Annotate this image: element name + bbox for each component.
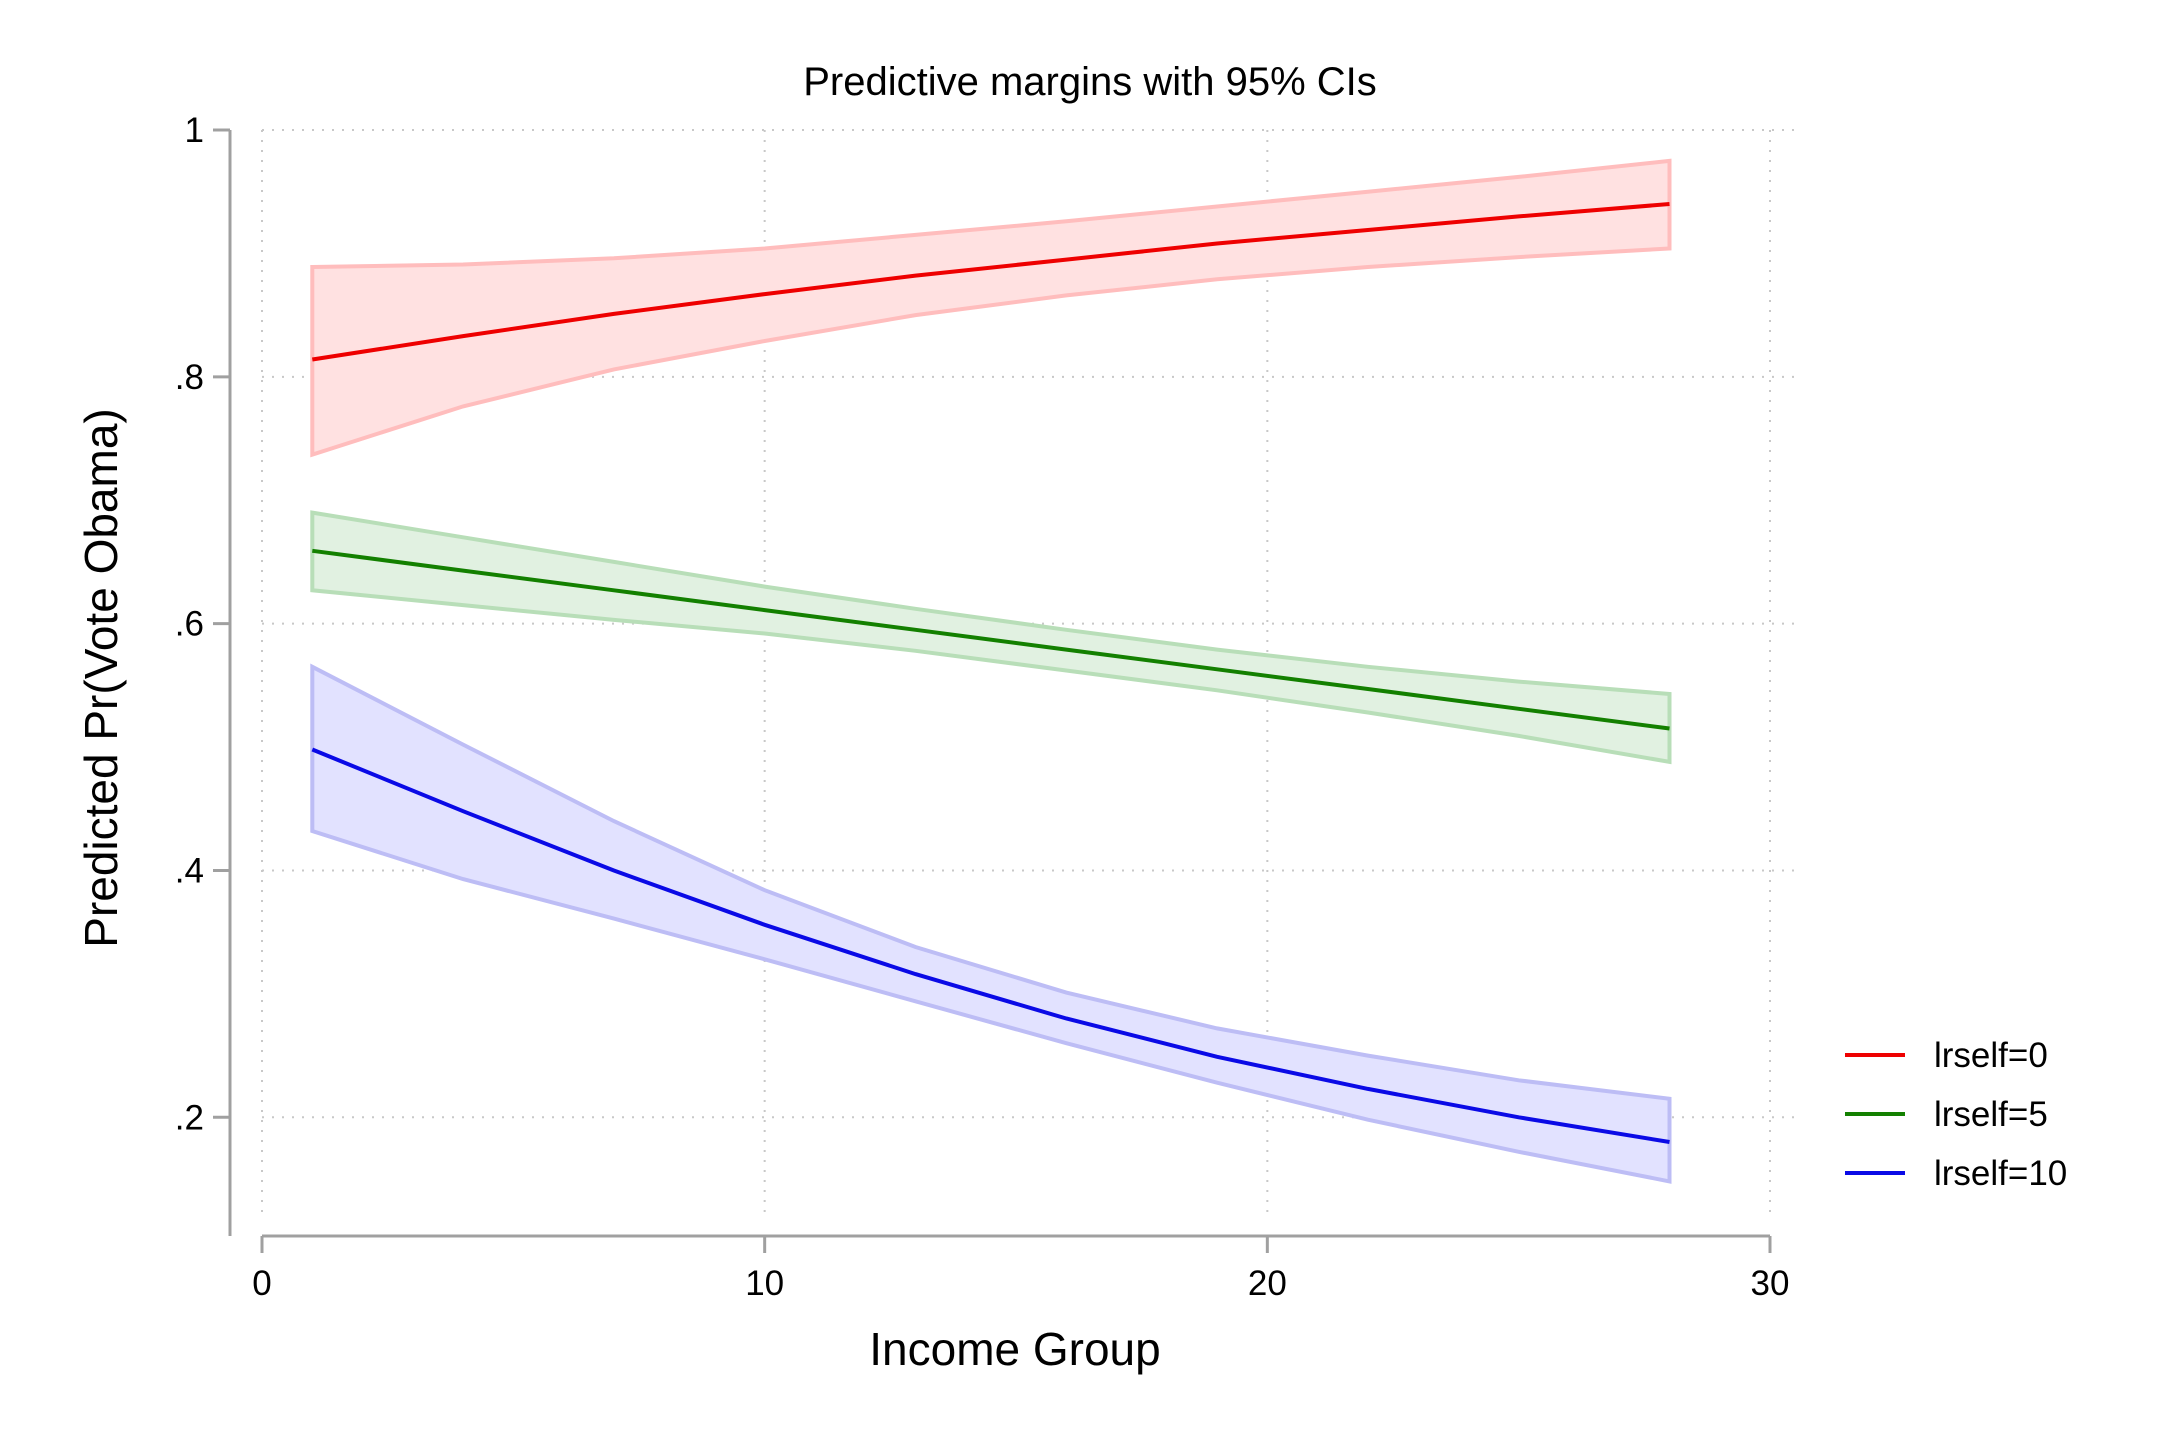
x-tick-label-3: 30 [1751,1264,1790,1303]
x-tick-label-2: 20 [1248,1264,1287,1303]
series-lines [311,202,1670,1144]
y-tick-label-0: .2 [175,1098,204,1137]
series-line-2 [312,548,1670,731]
y-axis-title: Predicted Pr(Vote Obama) [75,408,127,947]
y-tick-label-2: .6 [175,605,204,644]
x-tick-label-0: 0 [252,1264,271,1303]
chart-title: Predictive margins with 95% CIs [803,60,1377,104]
y-tick-label-4: 1 [185,111,204,150]
ci-band-3 [310,663,1672,1184]
legend-label-3: lrself=10 [1934,1154,2067,1193]
y-tick-label-3: .8 [175,358,204,397]
series-line-3 [311,747,1670,1144]
y-tick-label-1: .4 [175,851,204,890]
legend-label-2: lrself=5 [1934,1095,2048,1134]
ci-band-1 [310,158,1672,458]
axes: .2.4.6.810 10 20 30 [175,111,1790,1303]
ci-band-2 [310,510,1672,765]
x-tick-label-1: 10 [745,1264,784,1303]
legend-label-1: lrself=0 [1934,1036,2048,1075]
series-line-1 [311,202,1670,362]
confidence-bands [310,158,1672,1184]
x-axis-title: Income Group [869,1323,1160,1375]
legend: lrself=0 lrself=5 lrself=10 [1845,1036,2067,1193]
